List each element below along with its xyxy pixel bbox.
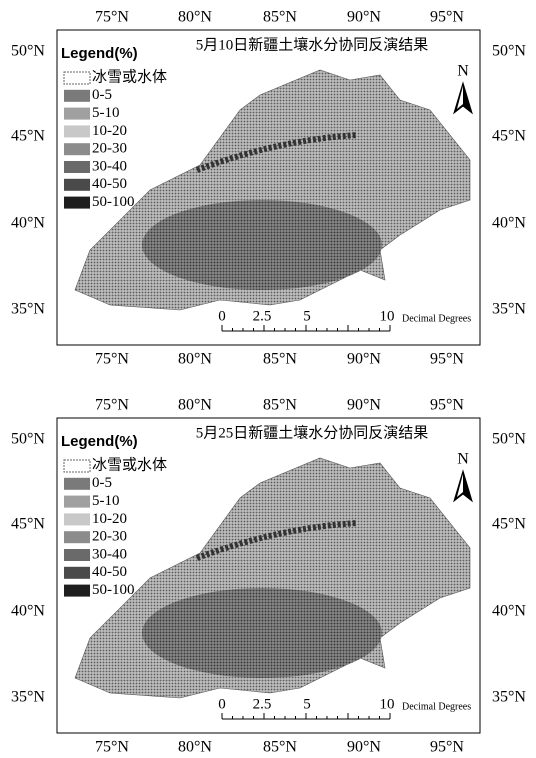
longitude-label: 90°N xyxy=(347,739,381,756)
scale-unit: Decimal Degrees xyxy=(402,701,471,712)
map-title: 5月10日新疆土壤水分协同反演结果 xyxy=(196,35,429,53)
scale-label: 5 xyxy=(303,308,311,324)
legend-swatch xyxy=(64,161,90,173)
legend-swatch xyxy=(64,496,90,508)
latitude-label: 50°N xyxy=(11,43,45,60)
scale-label: 0 xyxy=(218,308,226,324)
latitude-label: 50°N xyxy=(11,431,45,448)
longitude-label: 80°N xyxy=(178,739,212,756)
scale-unit: Decimal Degrees xyxy=(402,313,471,324)
latitude-label: 50°N xyxy=(492,431,526,448)
map-panel: 75°N 80°N 85°N 90°N 95°N 75°N 80°N 85°N 90°N 95°N… xyxy=(11,397,526,756)
legend-swatch xyxy=(64,90,90,102)
legend-label: 50-100 xyxy=(92,582,135,598)
legend-label: 0-5 xyxy=(92,475,112,491)
legend-swatch xyxy=(64,72,90,84)
longitude-label: 95°N xyxy=(430,739,464,756)
legend-swatch xyxy=(64,108,90,120)
legend-swatch xyxy=(64,531,90,543)
figure: 75°N 80°N 85°N 90°N 95°N 75°N 80°N 85°N 90°N 95°N… xyxy=(0,0,536,758)
scale-label: 0 xyxy=(218,696,226,712)
map-title: 5月25日新疆土壤水分协同反演结果 xyxy=(196,423,429,441)
legend-title: Legend(%) xyxy=(61,45,138,62)
longitude-label: 75°N xyxy=(95,9,129,26)
legend-label: 10-20 xyxy=(92,123,127,139)
latitude-label: 35°N xyxy=(11,301,45,318)
legend-label: 30-40 xyxy=(92,546,127,562)
latitude-label: 40°N xyxy=(492,215,526,232)
legend-swatch xyxy=(64,585,90,597)
legend-label: 50-100 xyxy=(92,194,135,210)
longitude-label: 75°N xyxy=(95,739,129,756)
legend-label: 30-40 xyxy=(92,158,127,174)
map-panel: 75°N 80°N 85°N 90°N 95°N 75°N 80°N 85°N 90°N 95°N… xyxy=(11,9,526,368)
latitude-label: 45°N xyxy=(492,128,526,145)
legend-swatch xyxy=(64,143,90,155)
legend-swatch xyxy=(64,513,90,525)
legend-label: 冰雪或水体 xyxy=(92,456,167,473)
legend-swatch xyxy=(64,197,90,209)
basin xyxy=(142,588,382,678)
legend-label: 10-20 xyxy=(92,511,127,527)
north-label: N xyxy=(457,63,469,80)
latitude-label: 35°N xyxy=(11,689,45,706)
longitude-label: 85°N xyxy=(263,9,297,26)
legend-swatch xyxy=(64,478,90,490)
legend-label: 0-5 xyxy=(92,87,112,103)
latitude-label: 40°N xyxy=(11,603,45,620)
north-label: N xyxy=(457,451,469,468)
longitude-label: 95°N xyxy=(430,397,464,414)
legend-label: 40-50 xyxy=(92,176,127,192)
longitude-label: 80°N xyxy=(178,397,212,414)
longitude-label: 90°N xyxy=(347,351,381,368)
longitude-label: 90°N xyxy=(347,397,381,414)
legend-swatch xyxy=(64,125,90,137)
longitude-label: 90°N xyxy=(347,9,381,26)
longitude-label: 80°N xyxy=(178,351,212,368)
longitude-label: 80°N xyxy=(178,9,212,26)
scale-label: 5 xyxy=(303,696,311,712)
longitude-label: 95°N xyxy=(430,9,464,26)
legend-label: 20-30 xyxy=(92,141,127,157)
legend-label: 5-10 xyxy=(92,493,120,509)
longitude-label: 75°N xyxy=(95,397,129,414)
scale-label: 2.5 xyxy=(253,308,272,324)
latitude-label: 40°N xyxy=(492,603,526,620)
legend-swatch xyxy=(64,460,90,472)
longitude-label: 75°N xyxy=(95,351,129,368)
legend-label: 20-30 xyxy=(92,529,127,545)
scale-label: 2.5 xyxy=(253,696,272,712)
latitude-label: 50°N xyxy=(492,43,526,60)
latitude-label: 35°N xyxy=(492,301,526,318)
legend-title: Legend(%) xyxy=(61,433,138,450)
latitude-label: 35°N xyxy=(492,689,526,706)
longitude-label: 85°N xyxy=(263,351,297,368)
basin xyxy=(142,200,382,290)
legend-label: 5-10 xyxy=(92,105,120,121)
latitude-label: 40°N xyxy=(11,215,45,232)
longitude-label: 95°N xyxy=(430,351,464,368)
scale-label: 10 xyxy=(380,308,395,324)
latitude-label: 45°N xyxy=(11,128,45,145)
legend-swatch xyxy=(64,567,90,579)
legend-swatch xyxy=(64,549,90,561)
longitude-label: 85°N xyxy=(263,397,297,414)
latitude-label: 45°N xyxy=(492,516,526,533)
legend-label: 40-50 xyxy=(92,564,127,580)
legend-label: 冰雪或水体 xyxy=(92,68,167,85)
scale-label: 10 xyxy=(380,696,395,712)
latitude-label: 45°N xyxy=(11,516,45,533)
longitude-label: 85°N xyxy=(263,739,297,756)
legend-swatch xyxy=(64,179,90,191)
